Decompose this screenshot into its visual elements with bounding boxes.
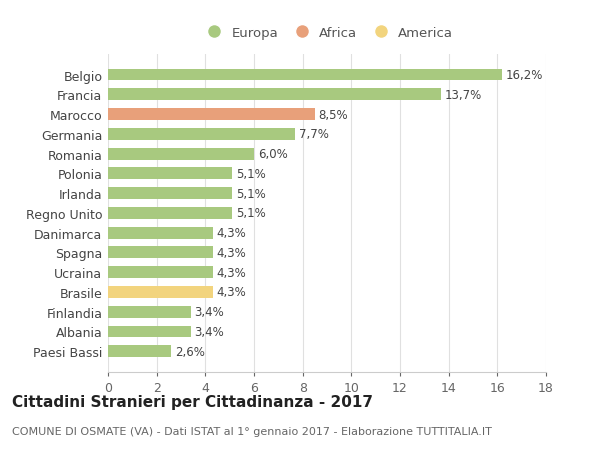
Text: 6,0%: 6,0% bbox=[257, 148, 287, 161]
Text: 3,4%: 3,4% bbox=[194, 306, 224, 319]
Text: 4,3%: 4,3% bbox=[216, 266, 246, 279]
Bar bbox=[108, 306, 191, 318]
Bar bbox=[108, 207, 232, 219]
Bar bbox=[108, 286, 212, 298]
Text: 2,6%: 2,6% bbox=[175, 345, 205, 358]
Text: 7,7%: 7,7% bbox=[299, 128, 329, 141]
Bar bbox=[108, 188, 232, 200]
Bar bbox=[108, 89, 442, 101]
Text: 5,1%: 5,1% bbox=[236, 187, 265, 200]
Text: 8,5%: 8,5% bbox=[319, 108, 348, 121]
Text: 3,4%: 3,4% bbox=[194, 325, 224, 338]
Bar bbox=[108, 109, 315, 121]
Text: 4,3%: 4,3% bbox=[216, 227, 246, 240]
Text: 16,2%: 16,2% bbox=[506, 69, 543, 82]
Text: 5,1%: 5,1% bbox=[236, 168, 265, 180]
Bar bbox=[108, 247, 212, 259]
Legend: Europa, Africa, America: Europa, Africa, America bbox=[201, 27, 453, 40]
Bar bbox=[108, 326, 191, 338]
Text: COMUNE DI OSMATE (VA) - Dati ISTAT al 1° gennaio 2017 - Elaborazione TUTTITALIA.: COMUNE DI OSMATE (VA) - Dati ISTAT al 1°… bbox=[12, 426, 492, 436]
Bar bbox=[108, 69, 502, 81]
Text: 13,7%: 13,7% bbox=[445, 89, 482, 101]
Text: 5,1%: 5,1% bbox=[236, 207, 265, 220]
Bar bbox=[108, 129, 295, 140]
Bar bbox=[108, 168, 232, 180]
Text: 4,3%: 4,3% bbox=[216, 246, 246, 259]
Bar bbox=[108, 148, 254, 160]
Text: 4,3%: 4,3% bbox=[216, 286, 246, 299]
Bar bbox=[108, 346, 171, 358]
Bar bbox=[108, 267, 212, 279]
Text: Cittadini Stranieri per Cittadinanza - 2017: Cittadini Stranieri per Cittadinanza - 2… bbox=[12, 394, 373, 409]
Bar bbox=[108, 227, 212, 239]
